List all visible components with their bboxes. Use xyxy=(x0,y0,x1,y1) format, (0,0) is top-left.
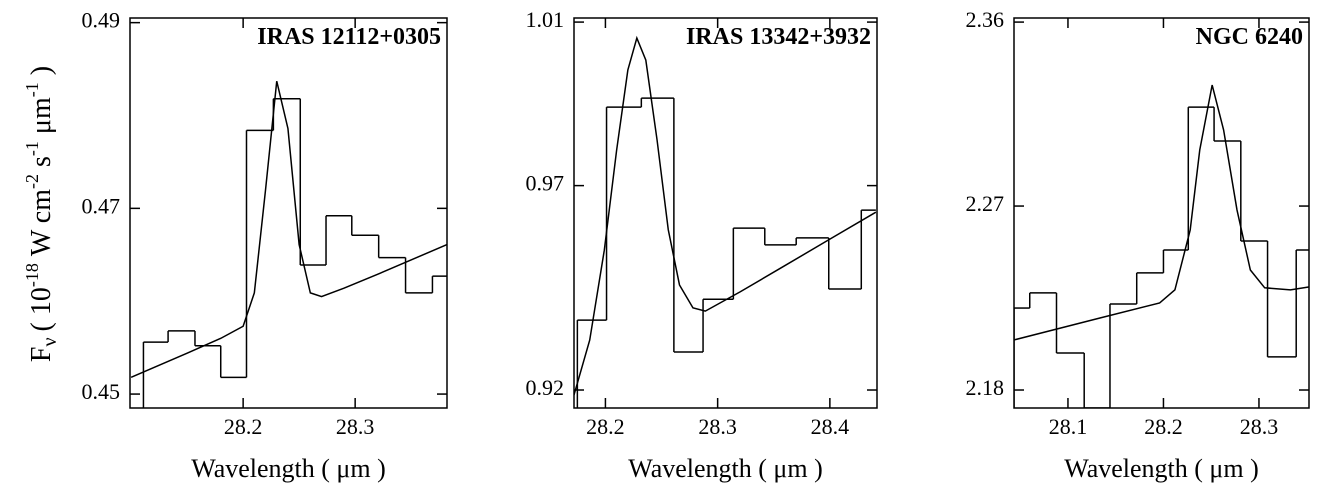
x-tick-label: 28.3 xyxy=(1240,414,1279,439)
plot-area xyxy=(574,35,877,408)
y-label-part: s xyxy=(26,156,57,174)
y-label-part: μm xyxy=(26,97,57,141)
y-label-part: ) xyxy=(26,66,57,82)
y-label-part: ( 10 xyxy=(26,287,57,331)
y-tick-label: 1.01 xyxy=(526,7,565,32)
plot-frame xyxy=(1013,17,1310,409)
y-axis-label: Fν( 10-18 W cm-2 s-1 μm-1 ) xyxy=(22,66,61,362)
y-tick-label: 0.97 xyxy=(526,171,565,196)
panel: 0.92 0.97 1.01 28.2 28.3 28.4 Wavelength ( μm … xyxy=(526,7,878,483)
panel-title: NGC 6240 xyxy=(1196,24,1303,50)
x-axis-label: Wavelength ( μm ) xyxy=(1064,454,1259,483)
y-label-part: -1 xyxy=(22,141,42,156)
y-tick-label: 0.92 xyxy=(526,375,565,400)
y-tick-label: 0.45 xyxy=(82,379,121,404)
panel-title: IRAS 12112+0305 xyxy=(257,24,441,50)
y-label-part: ν xyxy=(39,337,61,346)
y-label-part: -1 xyxy=(22,82,42,97)
y-label-part: -18 xyxy=(22,263,42,287)
y-tick-label: 0.49 xyxy=(82,8,121,33)
plot-area xyxy=(1014,84,1309,408)
plot-frame xyxy=(129,17,448,409)
fit-curve xyxy=(130,80,447,379)
x-tick-label: 28.1 xyxy=(1049,414,1088,439)
x-tick-label: 28.2 xyxy=(586,414,625,439)
x-axis-label: Wavelength ( μm ) xyxy=(191,454,386,483)
x-axis-label: Wavelength ( μm ) xyxy=(628,454,823,483)
panel: 2.18 2.27 2.36 28.1 28.2 28.3 Wavelength ( μm … xyxy=(966,7,1310,483)
x-tick-label: 28.2 xyxy=(1144,414,1183,439)
y-tick-label: 2.18 xyxy=(966,375,1005,400)
y-label-part: -2 xyxy=(22,174,42,189)
panel-title: IRAS 13342+3932 xyxy=(686,24,871,50)
plot-frame xyxy=(573,17,878,409)
y-label-part: F xyxy=(26,346,57,362)
x-tick-label: 28.2 xyxy=(224,414,263,439)
y-tick-label: 0.47 xyxy=(82,193,121,218)
y-label-part: W cm xyxy=(26,189,57,263)
panel: 0.45 0.47 0.49 28.2 28.3 Wavelength ( μm ) IRA… xyxy=(82,8,448,483)
fit-curve xyxy=(1014,84,1309,341)
x-tick-label: 28.3 xyxy=(698,414,737,439)
plot-area xyxy=(130,80,447,408)
fit-curve xyxy=(574,35,877,396)
y-tick-label: 2.27 xyxy=(966,191,1005,216)
y-tick-label: 2.36 xyxy=(966,7,1005,32)
x-tick-label: 28.4 xyxy=(811,414,850,439)
x-tick-label: 28.3 xyxy=(336,414,375,439)
